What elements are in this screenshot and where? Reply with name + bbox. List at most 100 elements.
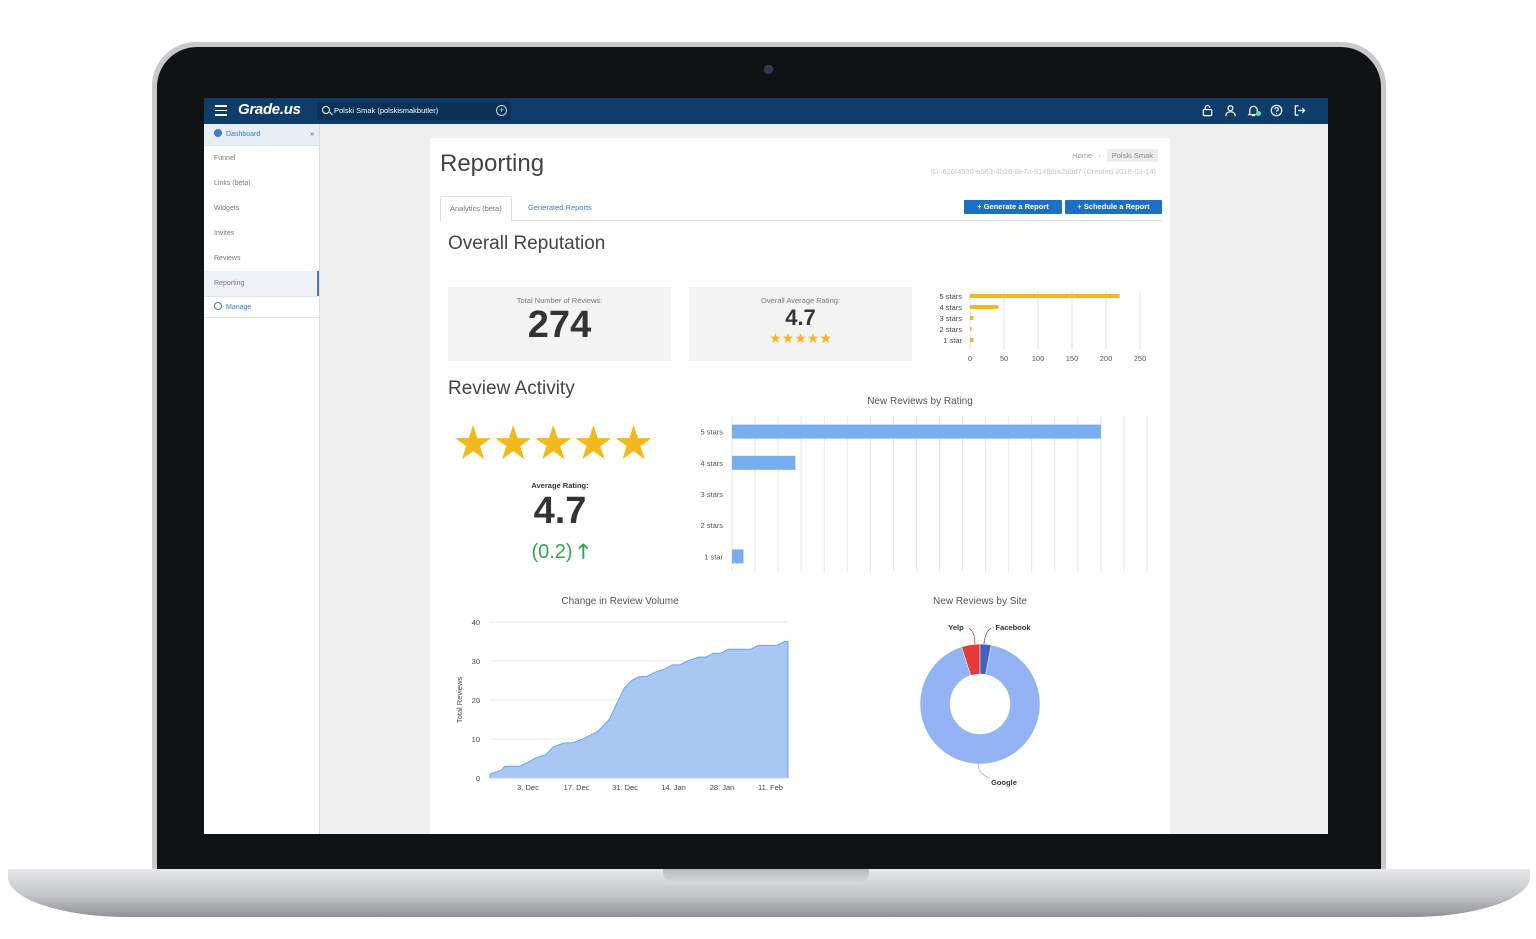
x-tick-label: 3. Dec: [517, 783, 539, 792]
y-tick-label: 40: [472, 618, 480, 627]
x-tick-label: 11. Feb: [758, 783, 783, 792]
sidebar-item-manage[interactable]: Manage: [204, 296, 319, 318]
sidebar-item-dashboard[interactable]: Dashboard »: [204, 124, 319, 146]
sidebar-item-label: Links (beta): [214, 180, 251, 187]
location-id: ID: 626f4530-e563-4b28-8e7a-914fb9a29bd7…: [930, 167, 1156, 176]
overall-rating-label: Overall Average Rating:: [760, 296, 841, 305]
sidebar: Dashboard » Funnel Links (beta) Widgets …: [204, 124, 320, 834]
x-tick-label: 150: [1066, 354, 1079, 363]
x-tick-label: 31. Dec: [612, 783, 638, 792]
notification-dot: [1256, 111, 1261, 116]
x-tick-label: 250: [1134, 354, 1147, 363]
bar: [970, 327, 972, 331]
sidebar-item-widgets[interactable]: Widgets: [204, 196, 319, 221]
page-title: Reporting: [440, 150, 545, 177]
menu-icon[interactable]: [215, 105, 227, 116]
category-label: 5 stars: [700, 428, 723, 437]
category-label: 2 stars: [939, 325, 962, 334]
slice-label: Google: [991, 778, 1017, 787]
overall-ratings-bar-chart: 0 50 100 150 200 250 5 stars 4 stars 3 stars 2 st…: [939, 291, 1147, 363]
logout-icon[interactable]: [1293, 104, 1306, 117]
sidebar-item-funnel[interactable]: Funnel: [204, 146, 319, 171]
y-axis-label: Total Reviews: [455, 677, 464, 724]
user-icon[interactable]: [1224, 104, 1237, 117]
sidebar-item-links[interactable]: Links (beta): [204, 171, 319, 196]
total-reviews-label: Total Number of Reviews:: [516, 296, 603, 305]
leader-line: [968, 627, 976, 645]
star-rating-icon: ★★★★★: [769, 330, 832, 346]
generate-report-button[interactable]: + Generate a Report: [964, 200, 1062, 214]
search-value: Polski Smak (polskismakbutler): [334, 106, 439, 115]
category-label: 5 stars: [939, 292, 962, 301]
top-navigation-bar: Grade.us Polski Smak (polskismakbutler) …: [204, 98, 1328, 124]
y-tick-label: 20: [472, 696, 480, 705]
sidebar-item-label: Invites: [214, 230, 235, 237]
camera-icon: [764, 65, 773, 74]
slice-label: Facebook: [995, 623, 1031, 632]
laptop-notch: [663, 869, 869, 884]
lock-icon[interactable]: [1201, 104, 1214, 117]
donut-slice: [919, 644, 1041, 765]
category-label: 1 star: [943, 336, 962, 345]
dashboard-icon: [214, 129, 222, 137]
topbar-icons: [1201, 104, 1306, 117]
help-icon[interactable]: [1270, 104, 1283, 117]
reviews-by-site-donut-chart: Yelp Facebook Google: [919, 623, 1041, 787]
leader-line: [983, 627, 992, 645]
y-tick-label: 10: [472, 735, 480, 744]
breadcrumb-separator-icon: ›: [1098, 151, 1101, 160]
report-tabs: Analytics (beta) Generated Reports: [440, 196, 1162, 222]
bar: [970, 294, 1120, 298]
x-tick-label: 50: [1000, 354, 1008, 363]
category-label: 4 stars: [700, 459, 723, 468]
tab-analytics[interactable]: Analytics (beta): [440, 196, 512, 222]
x-tick-label: 0: [968, 354, 972, 363]
sidebar-item-label: Widgets: [214, 205, 240, 212]
category-label: 4 stars: [939, 303, 962, 312]
x-tick-label: 100: [1032, 354, 1045, 363]
sidebar-item-reviews[interactable]: Reviews: [204, 246, 319, 271]
bar: [732, 549, 744, 564]
review-volume-area-chart: 0 10 20 30 40 3. Dec 17. Dec 31. Dec 14. Jan 28. …: [455, 618, 789, 792]
bar: [732, 424, 1101, 439]
category-label: 3 stars: [939, 314, 962, 323]
schedule-report-button[interactable]: + Schedule a Report: [1065, 200, 1162, 214]
x-tick-label: 17. Dec: [564, 783, 590, 792]
chevron-double-down-icon[interactable]: »: [310, 131, 314, 138]
five-stars-icon: ★★★★★: [452, 416, 655, 469]
bar: [732, 455, 796, 470]
add-location-icon[interactable]: +: [496, 105, 507, 116]
y-tick-label: 0: [476, 774, 480, 783]
x-tick-label: 200: [1100, 354, 1113, 363]
chart-title-new-reviews-by-site: New Reviews by Site: [933, 596, 1027, 607]
search-icon: [322, 106, 330, 114]
breadcrumb-home[interactable]: Home: [1072, 151, 1093, 160]
app-logo[interactable]: Grade.us: [238, 101, 301, 118]
new-reviews-by-rating-chart: 5 stars 4 stars 3 stars 2 stars 1 star: [700, 416, 1148, 572]
rating-change: (0.2) 🡑: [490, 537, 630, 571]
app-screen: Grade.us Polski Smak (polskismakbutler) …: [204, 98, 1328, 834]
category-label: 2 stars: [700, 521, 723, 530]
bar: [970, 338, 974, 342]
leader-line: [977, 763, 991, 779]
breadcrumb-current: Polski Smak: [1106, 149, 1158, 162]
sidebar-item-label: Funnel: [214, 155, 236, 162]
overall-reputation-title: Overall Reputation: [448, 233, 606, 254]
overall-rating-card: Overall Average Rating: 4.7 ★★★★★: [689, 287, 912, 361]
breadcrumb: Home › Polski Smak: [1072, 149, 1158, 162]
overall-rating-value: 4.7: [785, 305, 816, 330]
total-reviews-value: 274: [527, 304, 592, 346]
location-search-input[interactable]: Polski Smak (polskismakbutler) +: [317, 102, 511, 120]
sidebar-item-invites[interactable]: Invites: [204, 221, 319, 246]
bell-icon[interactable]: [1247, 104, 1261, 117]
rating-change-value: (0.2): [531, 541, 573, 563]
tab-generated-reports[interactable]: Generated Reports: [528, 203, 592, 212]
slice-label: Yelp: [948, 623, 964, 632]
sidebar-item-label: Reporting: [214, 280, 245, 287]
x-tick-label: 14. Jan: [661, 783, 686, 792]
y-tick-label: 30: [472, 657, 480, 666]
sidebar-item-reporting[interactable]: Reporting: [204, 271, 319, 296]
chart-title-change-in-review-volume: Change in Review Volume: [561, 596, 679, 607]
bar: [970, 316, 974, 320]
average-rating-value: 4.7: [533, 490, 587, 532]
